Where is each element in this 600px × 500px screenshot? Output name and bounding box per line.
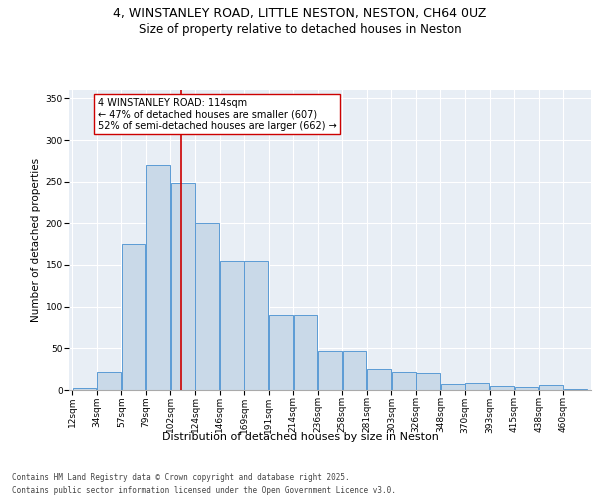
Bar bbox=[392, 372, 416, 390]
Text: Size of property relative to detached houses in Neston: Size of property relative to detached ho… bbox=[139, 22, 461, 36]
Bar bbox=[563, 389, 587, 390]
Bar bbox=[466, 382, 489, 390]
Bar bbox=[416, 374, 440, 390]
Text: 4, WINSTANLEY ROAD, LITTLE NESTON, NESTON, CH64 0UZ: 4, WINSTANLEY ROAD, LITTLE NESTON, NESTO… bbox=[113, 8, 487, 20]
Bar bbox=[367, 369, 391, 390]
Bar bbox=[318, 351, 342, 390]
Bar bbox=[97, 372, 121, 390]
Bar bbox=[73, 388, 97, 390]
Text: 4 WINSTANLEY ROAD: 114sqm
← 47% of detached houses are smaller (607)
52% of semi: 4 WINSTANLEY ROAD: 114sqm ← 47% of detac… bbox=[98, 98, 337, 130]
Bar bbox=[269, 315, 293, 390]
Bar bbox=[171, 184, 194, 390]
Bar bbox=[220, 261, 244, 390]
Text: Contains public sector information licensed under the Open Government Licence v3: Contains public sector information licen… bbox=[12, 486, 396, 495]
Bar bbox=[196, 224, 219, 390]
Bar bbox=[343, 351, 367, 390]
Bar bbox=[441, 384, 464, 390]
Bar bbox=[244, 261, 268, 390]
Text: Distribution of detached houses by size in Neston: Distribution of detached houses by size … bbox=[161, 432, 439, 442]
Bar bbox=[122, 244, 145, 390]
Bar bbox=[515, 386, 538, 390]
Bar bbox=[146, 165, 170, 390]
Y-axis label: Number of detached properties: Number of detached properties bbox=[31, 158, 41, 322]
Bar bbox=[539, 385, 563, 390]
Bar bbox=[293, 315, 317, 390]
Text: Contains HM Land Registry data © Crown copyright and database right 2025.: Contains HM Land Registry data © Crown c… bbox=[12, 472, 350, 482]
Bar bbox=[490, 386, 514, 390]
